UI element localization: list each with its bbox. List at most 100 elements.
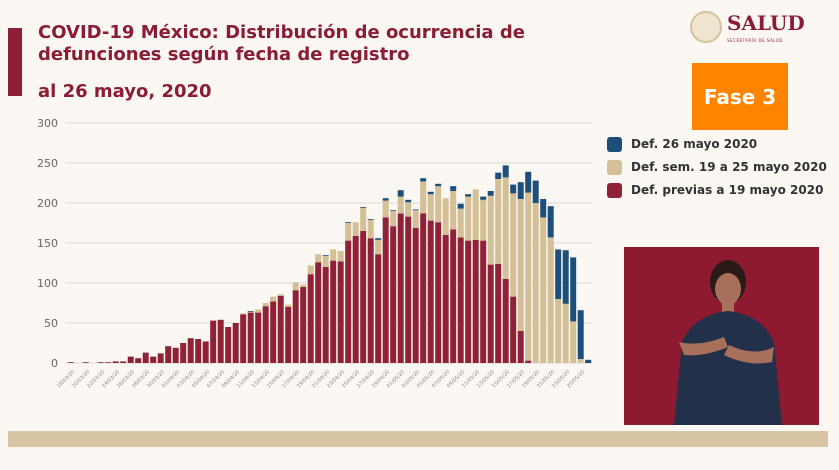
y-tick-label: 100 [37, 277, 58, 290]
title-line-2: defunciones según fecha de registro [38, 44, 410, 65]
bar-segment-semana [397, 196, 404, 214]
bar-segment-semana [255, 309, 262, 313]
sign-language-interpreter-video [624, 247, 819, 425]
y-tick-label: 0 [51, 357, 58, 370]
bar-segment-previas [487, 264, 494, 363]
bar-segment-semana [352, 222, 359, 236]
bar-segment-semana [435, 186, 442, 223]
bar-segment-semana [510, 193, 517, 297]
bar-segment-previas [420, 213, 427, 363]
bar-segment-dia [420, 178, 427, 182]
bar-segment-dia [390, 210, 397, 211]
title-line-1: COVID-19 México: Distribución de ocurren… [38, 22, 525, 43]
bar-segment-previas [292, 290, 299, 363]
bar-segment-semana [375, 239, 382, 255]
accent-bar [8, 28, 22, 96]
seal-icon [690, 11, 722, 43]
bar-segment-previas [315, 262, 322, 363]
bar-segment-dia [585, 359, 592, 363]
bar-segment-previas [97, 362, 104, 363]
bar-segment-previas [472, 239, 479, 363]
bar-segment-semana [472, 189, 479, 240]
bar-segment-dia [465, 194, 472, 197]
y-tick-label: 300 [37, 117, 58, 130]
logo-name: SALUD [727, 11, 805, 35]
phase-badge: Fase 3 [692, 63, 788, 130]
bar-segment-dia [525, 171, 532, 193]
bar-segment-dia [570, 257, 577, 322]
bar-segment-dia [487, 191, 494, 196]
bar-segment-semana [465, 196, 472, 241]
bar-segment-dia [322, 255, 329, 256]
bar-segment-semana [547, 237, 554, 363]
bar-segment-previas [457, 237, 464, 363]
bar-segment-semana [570, 321, 577, 363]
bar-segment-previas [390, 226, 397, 363]
bar-segment-previas [405, 216, 412, 363]
bar-segment-semana [307, 265, 314, 275]
bar-segment-previas [352, 235, 359, 363]
bar-segment-previas [322, 267, 329, 363]
bar-segment-semana [532, 203, 539, 363]
bar-segment-previas [427, 220, 434, 363]
bar-segment-previas [202, 341, 209, 363]
bar-segment-semana [427, 194, 434, 221]
bar-segment-previas [337, 261, 344, 363]
bar-segment-semana [577, 359, 584, 363]
bar-segment-previas [195, 339, 202, 363]
bar-segment-dia [367, 219, 374, 220]
bar-segment-previas [517, 331, 524, 363]
bar-segment-dia [532, 180, 539, 203]
legend-label: Def. sem. 19 a 25 mayo 2020 [631, 160, 827, 174]
y-tick-label: 150 [37, 237, 58, 250]
bar-segment-previas [247, 312, 254, 363]
bar-segment-dia [412, 209, 419, 211]
bar-segment-semana [525, 192, 532, 361]
bar-segment-semana [487, 195, 494, 265]
y-tick-label: 200 [37, 197, 58, 210]
bar-segment-semana [412, 210, 419, 228]
bar-segment-previas [105, 362, 112, 363]
bar-segment-semana [517, 199, 524, 331]
bar-segment-previas [225, 327, 232, 363]
bar-segment-previas [232, 323, 239, 363]
bar-segment-dia [450, 186, 457, 191]
bar-segment-dia [345, 222, 352, 223]
bar-segment-dia [375, 238, 382, 240]
legend-swatch [607, 183, 622, 198]
bar-segment-semana [322, 255, 329, 267]
bar-segment-semana [270, 296, 277, 302]
bar-segment-previas [450, 229, 457, 363]
bar-segment-previas [240, 314, 247, 363]
bar-segment-previas [82, 362, 89, 363]
bar-segment-semana [262, 303, 269, 307]
bar-segment-dia [405, 199, 412, 203]
bar-segment-previas [67, 362, 74, 363]
bar-segment-previas [142, 352, 149, 363]
bar-segment-dia [360, 207, 367, 208]
bar-segment-previas [165, 346, 172, 363]
bar-segment-dia [510, 184, 517, 194]
bar-segment-previas [255, 312, 262, 363]
bar-segment-previas [367, 238, 374, 363]
bar-segment-previas [120, 361, 127, 363]
bar-segment-previas [442, 235, 449, 363]
bar-segment-dia [577, 310, 584, 359]
bar-segment-dia [435, 183, 442, 187]
legend-label: Def. 26 mayo 2020 [631, 137, 758, 151]
bar-segment-dia [397, 190, 404, 197]
bar-segment-dia [502, 165, 509, 178]
bar-segment-previas [285, 307, 292, 363]
bar-segment-dia [495, 172, 502, 179]
legend-label: Def. previas a 19 mayo 2020 [631, 183, 824, 197]
bar-segment-previas [345, 240, 352, 363]
bar-segment-previas [127, 356, 134, 363]
salud-logo: SALUD SECRETARÍA DE SALUD [690, 10, 805, 44]
bar-segment-semana [247, 311, 254, 313]
bar-segment-semana [367, 219, 374, 239]
bar-segment-semana [442, 198, 449, 235]
stacked-bar-chart: 05010015020025030018/03/2020/03/2022/03/… [37, 117, 592, 389]
bar-segment-previas [397, 213, 404, 363]
bar-segment-semana [480, 199, 487, 241]
bar-segment-semana [285, 304, 292, 307]
